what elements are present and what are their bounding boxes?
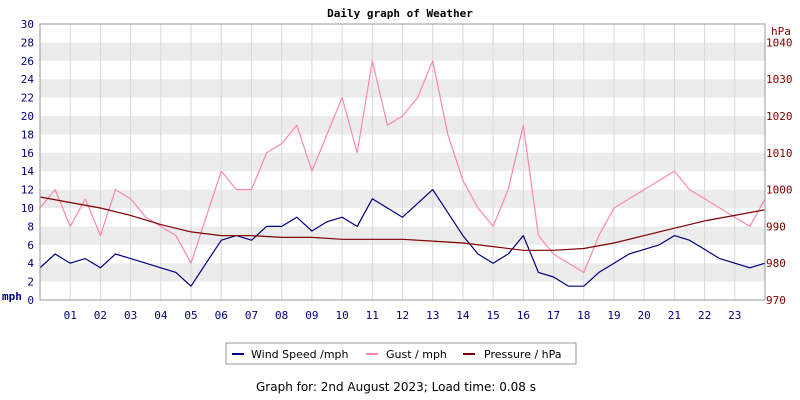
left-tick-label: 4 [27, 257, 34, 270]
x-tick-label: 09 [305, 309, 318, 322]
x-tick-label: 02 [94, 309, 107, 322]
left-tick-label: 20 [21, 110, 34, 123]
graph-footer: Graph for: 2nd August 2023; Load time: 0… [256, 380, 536, 394]
x-tick-label: 23 [728, 309, 741, 322]
legend-label-pressure: Pressure / hPa [484, 348, 562, 361]
x-tick-label: 08 [275, 309, 288, 322]
series-line-pressure [39, 196, 766, 251]
right-tick-label: 970 [766, 294, 786, 307]
left-tick-label: 8 [27, 220, 34, 233]
x-tick-label: 12 [396, 309, 409, 322]
left-tick-label: 22 [21, 92, 34, 105]
left-tick-label: 12 [21, 184, 34, 197]
legend-label-gust: Gust / mph [386, 348, 447, 361]
series-layer [39, 60, 766, 287]
legend: Wind Speed /mph Gust / mph Pressure / hP… [225, 342, 577, 365]
right-tick-label: 980 [766, 257, 786, 270]
left-tick-label: 18 [21, 128, 34, 141]
left-tick-label: 16 [21, 147, 34, 160]
x-tick-label: 22 [698, 309, 711, 322]
right-tick-label: 1000 [766, 184, 793, 197]
x-axis-ticks: 01 02 03 04 05 06 07 08 09 10 11 12 13 14 15 16 17 18 19 20… [64, 309, 742, 322]
left-tick-label: 28 [21, 36, 34, 49]
right-tick-label: 1010 [766, 147, 793, 160]
x-tick-label: 04 [154, 309, 168, 322]
x-tick-label: 15 [487, 309, 500, 322]
plot-frame [39, 23, 766, 301]
right-axis-ticks: 970 980 990 1000 1010 1020 1030 1040 [766, 36, 793, 307]
vertical-gridlines [39, 24, 766, 300]
left-tick-label: 0 [27, 294, 34, 307]
chart-title: Daily graph of Weather [327, 7, 473, 20]
x-tick-label: 10 [335, 309, 348, 322]
left-tick-label: 10 [21, 202, 34, 215]
x-tick-label: 05 [184, 309, 197, 322]
x-tick-label: 01 [64, 309, 77, 322]
x-tick-label: 06 [215, 309, 228, 322]
x-tick-label: 11 [366, 309, 379, 322]
left-tick-label: 14 [21, 165, 35, 178]
right-axis-label: hPa [771, 25, 791, 38]
x-tick-label: 16 [517, 309, 530, 322]
left-tick-label: 30 [21, 18, 34, 31]
x-tick-label: 20 [638, 309, 651, 322]
left-tick-label: 24 [21, 73, 35, 86]
series-line-wind [39, 189, 766, 287]
x-tick-label: 03 [124, 309, 137, 322]
series-line-gust [39, 60, 766, 273]
legend-box [225, 342, 577, 365]
legend-label-wind-speed: Wind Speed /mph [251, 348, 349, 361]
left-tick-label: 26 [21, 55, 34, 68]
x-tick-label: 17 [547, 309, 560, 322]
x-tick-label: 14 [456, 309, 470, 322]
left-axis-label: mph [2, 290, 22, 303]
x-tick-label: 18 [577, 309, 590, 322]
right-tick-label: 1040 [766, 36, 793, 49]
left-tick-label: 2 [27, 276, 34, 289]
x-tick-label: 19 [607, 309, 620, 322]
right-tick-label: 990 [766, 220, 786, 233]
x-tick-label: 07 [245, 309, 258, 322]
x-tick-label: 21 [668, 309, 681, 322]
left-tick-label: 6 [27, 239, 34, 252]
x-tick-label: 13 [426, 309, 439, 322]
right-tick-label: 1020 [766, 110, 793, 123]
right-tick-label: 1030 [766, 73, 793, 86]
